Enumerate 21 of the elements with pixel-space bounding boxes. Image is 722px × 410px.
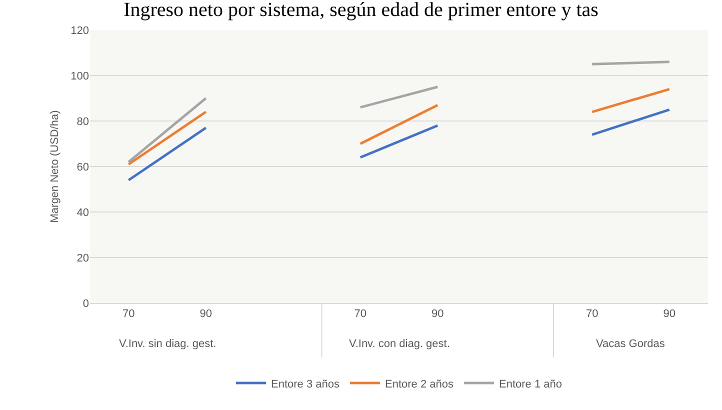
y-tick-label: 0 (82, 298, 89, 310)
text: Vacas Gordas (596, 338, 666, 350)
x-tick-label: 70 (122, 308, 135, 320)
x-tick-label: 90 (432, 308, 444, 320)
x-tick-label: 70 (354, 308, 367, 320)
y-tick-label: 60 (76, 161, 89, 174)
y-tick-label: 40 (76, 206, 89, 219)
x-tick-label: 90 (200, 308, 212, 320)
text: V.Inv. con diag. gest. (349, 338, 450, 350)
legend-label: Entore 1 año (498, 378, 562, 390)
y-axis-title: Margen Neto (USD/ha) (49, 110, 61, 223)
legend-label: Entore 2 años (384, 378, 454, 390)
x-tick-label: 70 (586, 308, 598, 320)
text: V.Inv. sin diag. gest. (119, 338, 216, 350)
y-tick-label: 120 (70, 24, 89, 37)
chart-title: Ingreso neto por sistema, según edad de primer entore y tas (124, 0, 599, 22)
y-tick-label: 80 (76, 116, 89, 128)
legend-label: Entore 3 años (271, 378, 340, 390)
y-tick-label: 20 (76, 252, 89, 264)
x-tick-label: 90 (663, 308, 676, 320)
y-tick-label: 100 (70, 70, 89, 82)
